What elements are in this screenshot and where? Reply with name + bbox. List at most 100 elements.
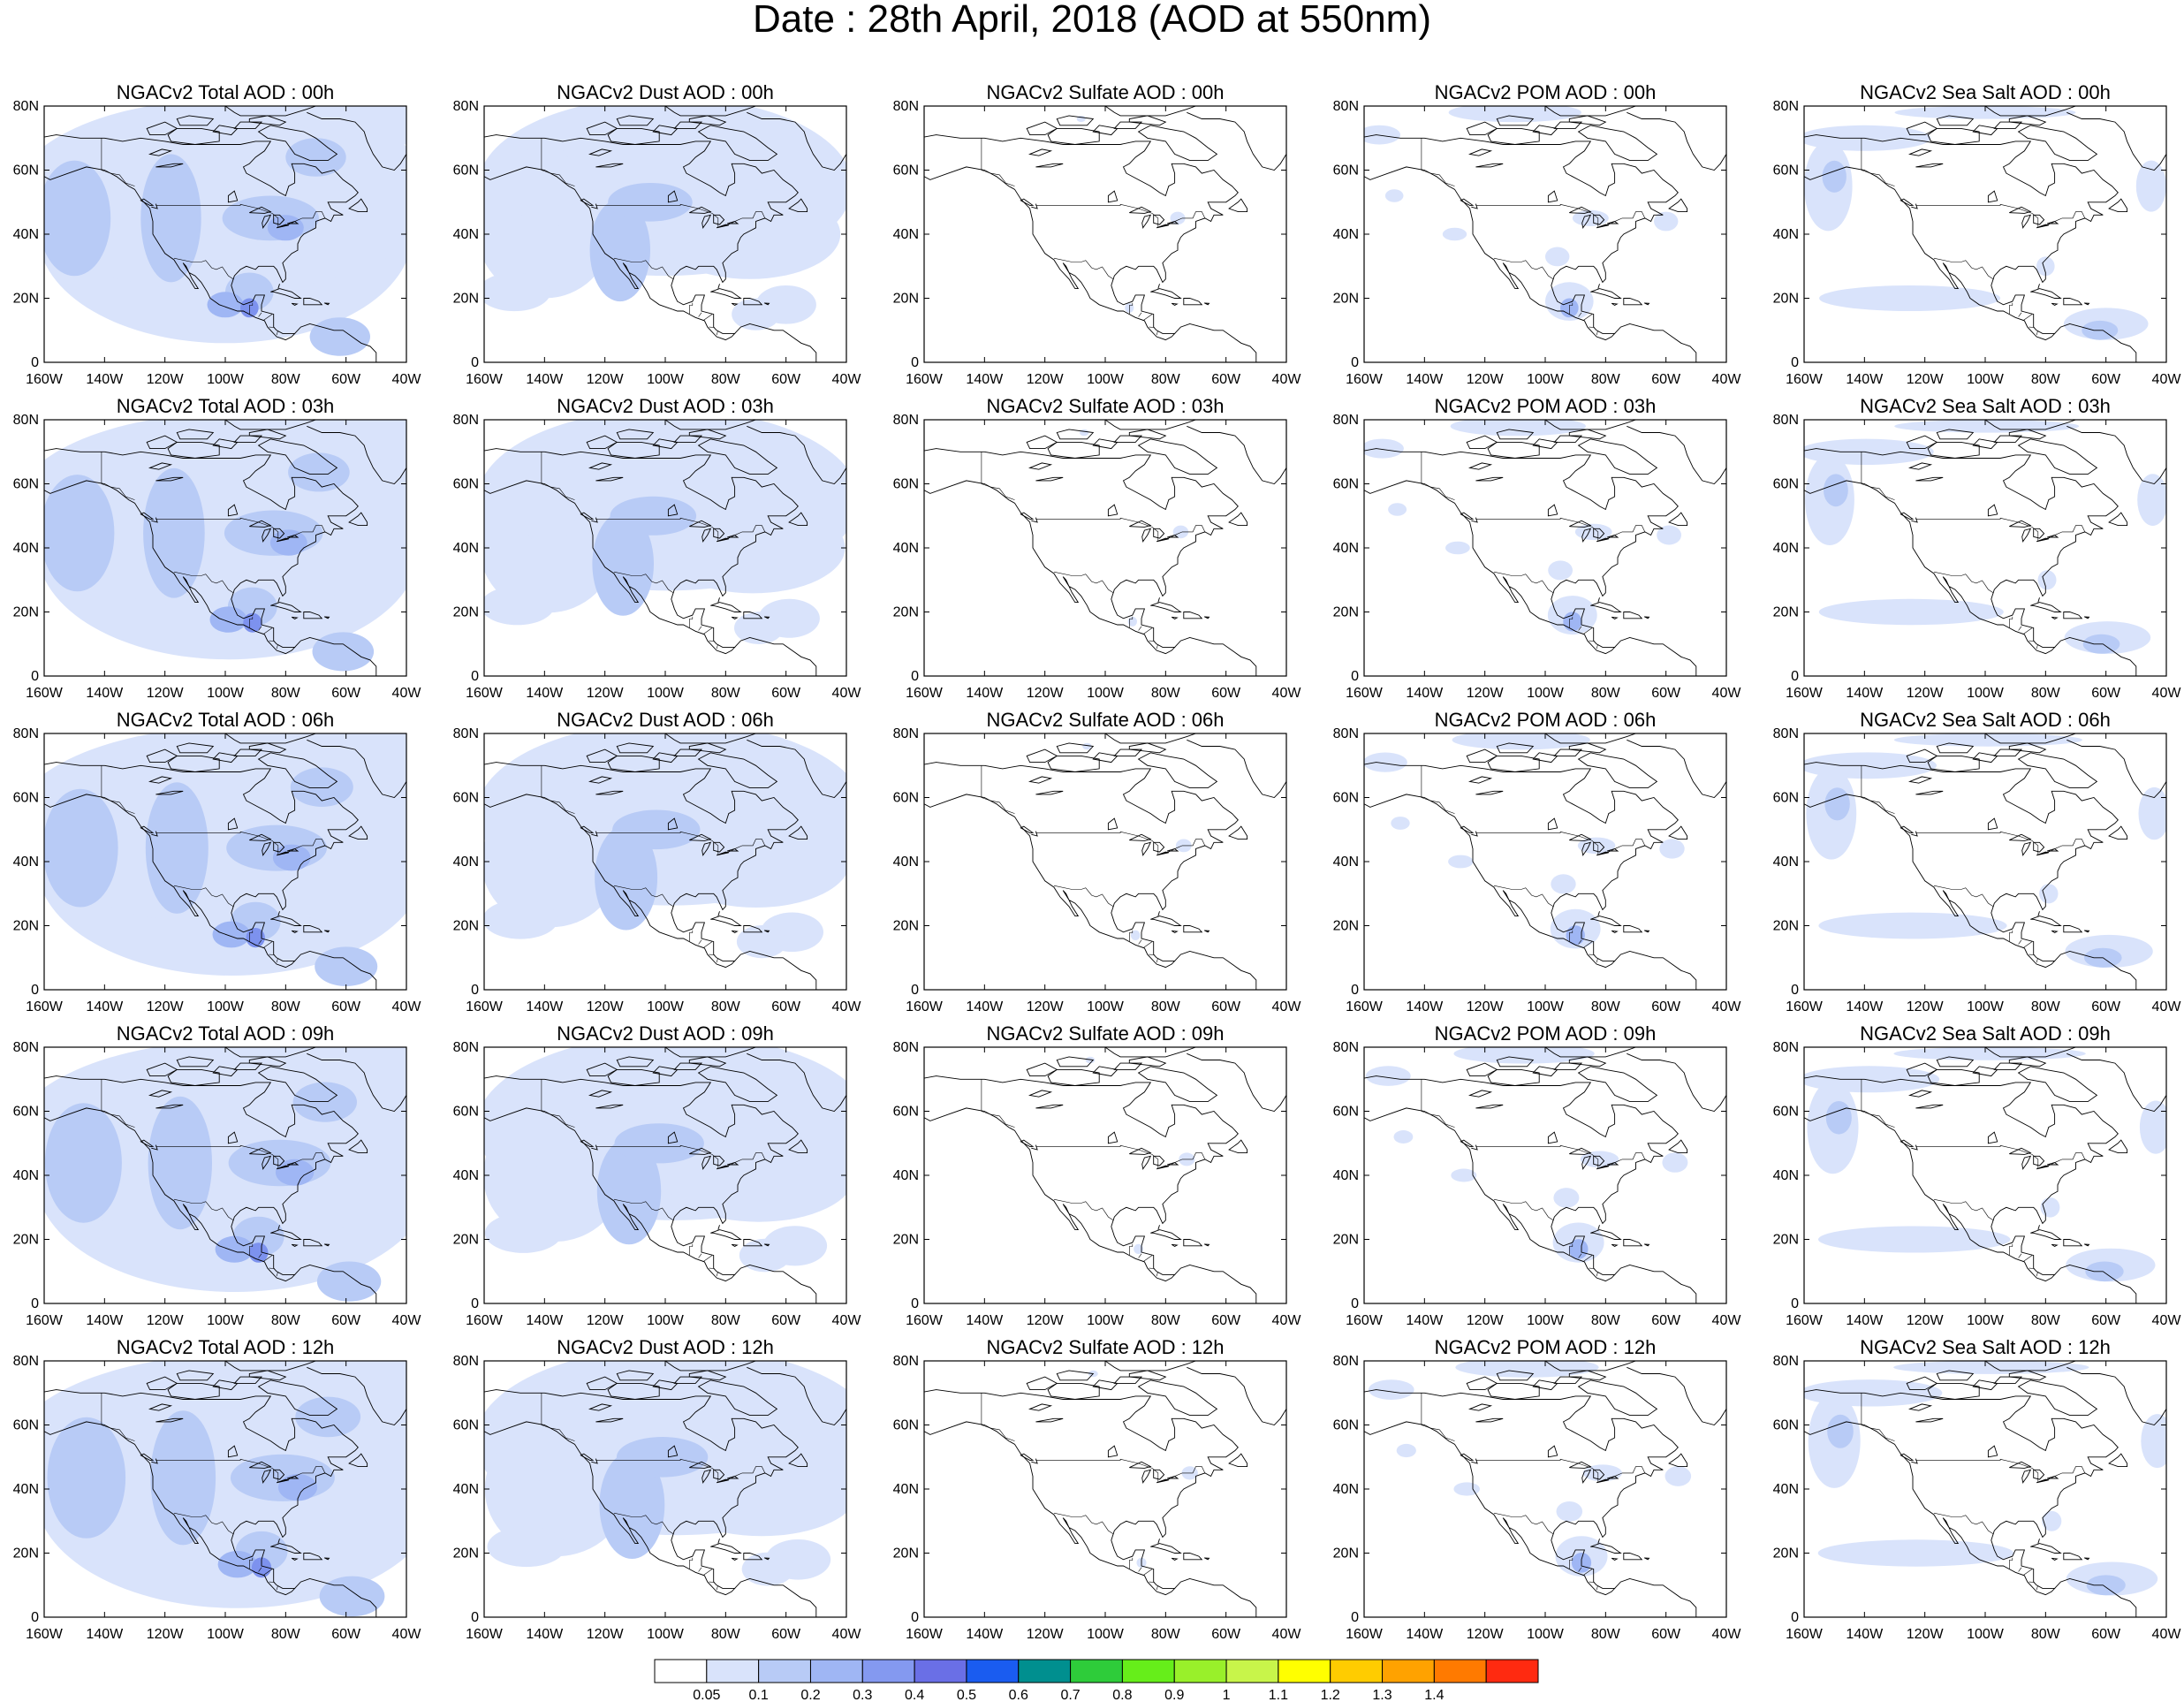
coastline	[1475, 1417, 1504, 1423]
coastline	[731, 930, 739, 934]
coastline	[1364, 134, 1679, 341]
lon-tick-label: 120W	[1907, 686, 1945, 701]
lon-tick-label: 100W	[207, 1313, 245, 1328]
colorbar-label: 1.4	[1424, 1688, 1444, 1701]
lon-tick-label: 60W	[2091, 999, 2121, 1014]
coastline	[763, 1557, 770, 1561]
lon-tick-label: 120W	[1907, 999, 1945, 1014]
panel-title: NGACv2 Sea Salt AOD : 03h	[1860, 395, 2111, 417]
map-panel-pom-00h: NGACv2 POM AOD : 00h 0 20N 40N 60N 80N 160W 140…	[1320, 81, 1762, 387]
coastline	[731, 1243, 739, 1248]
lon-tick-label: 140W	[1406, 1627, 1444, 1642]
aod-shading	[484, 420, 846, 644]
coastline	[1915, 163, 1944, 168]
map-plot: 0 20N 40N 60N 80N 160W 140W 120W 100W 80W 60W 40W	[1333, 413, 1742, 701]
coastline	[248, 429, 287, 440]
lat-tick-label: 0	[1791, 669, 1799, 684]
coastline	[1568, 1370, 1607, 1381]
coastline	[2054, 1265, 2137, 1303]
lon-tick-label: 140W	[526, 999, 564, 1014]
aod-region	[2138, 786, 2166, 840]
coastline	[233, 1062, 263, 1070]
coastline	[2008, 742, 2047, 754]
country-border	[101, 483, 135, 500]
lon-tick-label: 40W	[2152, 1627, 2182, 1642]
lat-tick-label: 0	[31, 1610, 39, 1625]
lon-tick-label: 120W	[147, 372, 185, 387]
lon-tick-label: 120W	[1027, 372, 1065, 387]
coastline	[689, 1147, 712, 1155]
coastline	[731, 616, 739, 620]
country-border	[1129, 930, 1134, 942]
coastline	[148, 1090, 173, 1098]
coastline	[763, 930, 770, 933]
lon-tick-label: 80W	[2031, 686, 2061, 701]
lon-tick-label: 80W	[271, 686, 301, 701]
country-border	[1915, 831, 2086, 855]
aod-region	[1551, 874, 1576, 894]
lon-tick-label: 40W	[392, 686, 422, 701]
lon-tick-label: 100W	[1087, 372, 1125, 387]
coastlines	[924, 106, 1286, 362]
lon-tick-label: 160W	[466, 686, 504, 701]
map-panel-pom-12h: NGACv2 POM AOD : 12h 0 20N 40N 60N 80N 160W 140…	[1320, 1336, 1762, 1642]
colorbar-swatch	[1018, 1659, 1072, 1683]
lon-tick-label: 60W	[331, 372, 361, 387]
country-border	[2018, 1567, 2022, 1572]
aod-region	[484, 170, 611, 299]
aod-region	[661, 816, 846, 908]
coastline	[2054, 323, 2137, 362]
coastline	[747, 420, 846, 485]
coastline	[155, 163, 184, 168]
coastline	[167, 1068, 220, 1086]
coastline	[673, 435, 703, 443]
coastline	[688, 429, 727, 440]
coastline	[616, 115, 655, 126]
colorbar-label: 0.1	[749, 1688, 769, 1701]
lon-tick-label: 140W	[966, 999, 1004, 1014]
colorbar-swatch	[654, 1659, 708, 1683]
lat-tick-label: 0	[911, 355, 919, 370]
lon-tick-label: 140W	[1846, 686, 1884, 701]
map-plot: 0 20N 40N 60N 80N 160W 140W 120W 100W 80W 60W 40W	[453, 1354, 862, 1642]
colorbar-swatch	[1330, 1659, 1384, 1683]
lat-tick-label: 80N	[13, 726, 39, 741]
coastline	[2108, 1139, 2128, 1154]
country-border	[1578, 1253, 1582, 1258]
coastline	[652, 1066, 679, 1077]
coastline	[1547, 504, 1558, 517]
aod-region	[1172, 525, 1189, 539]
aod-region	[612, 809, 701, 850]
panel-title: NGACv2 Sea Salt AOD : 00h	[1860, 81, 2111, 103]
country-border	[173, 1512, 234, 1535]
lat-tick-label: 40N	[1773, 855, 1799, 870]
coastline	[1047, 1382, 1100, 1400]
coastline	[1590, 1543, 1622, 1554]
country-border	[595, 203, 766, 228]
lat-tick-label: 40N	[453, 227, 479, 242]
lat-tick-label: 20N	[893, 1546, 919, 1561]
lat-tick-label: 40N	[13, 1482, 39, 1497]
country-border	[1493, 257, 1554, 280]
country-border	[1578, 312, 1582, 317]
lat-tick-label: 0	[911, 669, 919, 684]
coastline	[1107, 504, 1119, 517]
lon-tick-label: 80W	[271, 1627, 301, 1642]
country-border	[1582, 941, 1593, 949]
aod-region	[734, 612, 784, 644]
lat-tick-label: 40N	[453, 855, 479, 870]
country-border	[2009, 930, 2013, 942]
lat-tick-label: 60N	[893, 477, 919, 492]
coastline	[586, 748, 618, 764]
coastline	[1627, 106, 1726, 171]
country-border	[2022, 314, 2033, 322]
lat-tick-label: 60N	[13, 1418, 39, 1433]
country-border	[1493, 885, 1554, 908]
coastline	[1611, 302, 1619, 307]
lat-tick-label: 60N	[893, 791, 919, 806]
country-border	[155, 203, 326, 228]
panel-title: NGACv2 Total AOD : 06h	[116, 709, 335, 731]
country-border	[155, 517, 326, 542]
coastline	[270, 1229, 302, 1240]
coastline	[1129, 833, 1152, 841]
